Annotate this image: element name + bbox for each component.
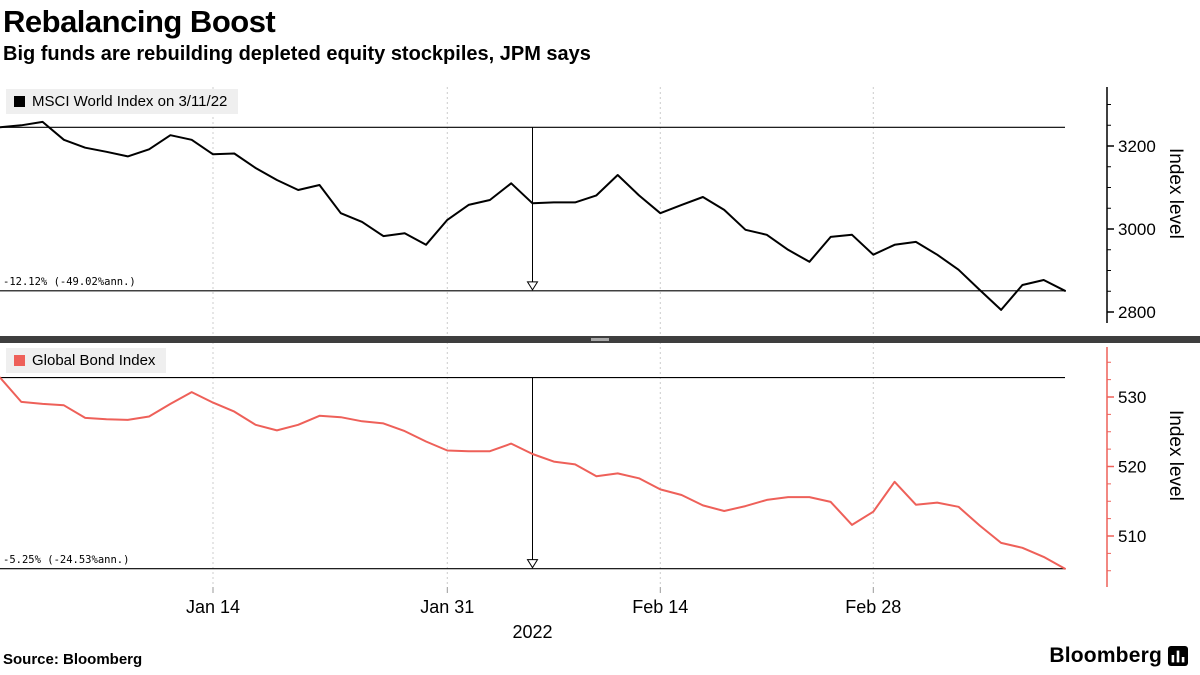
bloomberg-logo: Bloomberg xyxy=(1049,644,1188,668)
y-tick-label: 530 xyxy=(1118,388,1146,407)
x-tick-label: Feb 14 xyxy=(632,597,688,617)
y-axis-title-top: Index level xyxy=(1165,148,1186,239)
chart-subtitle: Big funds are rebuilding depleted equity… xyxy=(3,43,591,65)
y-tick-label: 520 xyxy=(1118,458,1146,477)
y-tick-label: 3200 xyxy=(1118,137,1156,156)
msci-series-swatch xyxy=(14,96,25,107)
source-credit: Source: Bloomberg xyxy=(3,651,143,668)
annotation-marker-arrow-icon xyxy=(526,559,539,569)
chart-header: Rebalancing Boost Big funds are rebuildi… xyxy=(3,4,591,66)
legend-msci: MSCI World Index on 3/11/22 xyxy=(6,89,239,114)
x-axis-year-label: 2022 xyxy=(512,622,552,642)
y-tick-label: 510 xyxy=(1118,527,1146,546)
bloomberg-wordmark: Bloomberg xyxy=(1049,644,1162,667)
annotation-marker-arrow-icon xyxy=(526,281,539,291)
series-line-0 xyxy=(0,120,1066,311)
x-tick-label: Jan 31 xyxy=(420,597,474,617)
panel-1: 530 520 510 xyxy=(0,347,1146,587)
panel-splitter[interactable] xyxy=(0,336,1200,343)
splitter-grip-icon xyxy=(591,338,609,341)
bond-series-swatch xyxy=(14,355,25,366)
bloomberg-terminal-icon xyxy=(1168,646,1188,666)
legend-bond: Global Bond Index xyxy=(6,348,167,373)
y-axis-title-bottom: Index level xyxy=(1165,410,1186,501)
msci-change-annotation: -12.12% (-49.02%ann.) xyxy=(3,276,136,288)
chart-canvas: 3200 3000 2800 530 520 510 Jan 14 Jan 31 Feb 14 F… xyxy=(0,87,1156,642)
y-tick-label: 3000 xyxy=(1118,220,1156,239)
chart-title: Rebalancing Boost xyxy=(3,4,276,39)
y-tick-label: 2800 xyxy=(1118,303,1156,322)
series-line-1 xyxy=(0,376,1066,570)
bond-change-annotation: -5.25% (-24.53%ann.) xyxy=(3,554,130,566)
panel-0: 3200 3000 2800 xyxy=(0,87,1156,323)
x-tick-label: Feb 28 xyxy=(845,597,901,617)
legend-msci-label: MSCI World Index on 3/11/22 xyxy=(32,93,228,110)
x-tick-label: Jan 14 xyxy=(186,597,240,617)
legend-bond-label: Global Bond Index xyxy=(32,352,156,369)
